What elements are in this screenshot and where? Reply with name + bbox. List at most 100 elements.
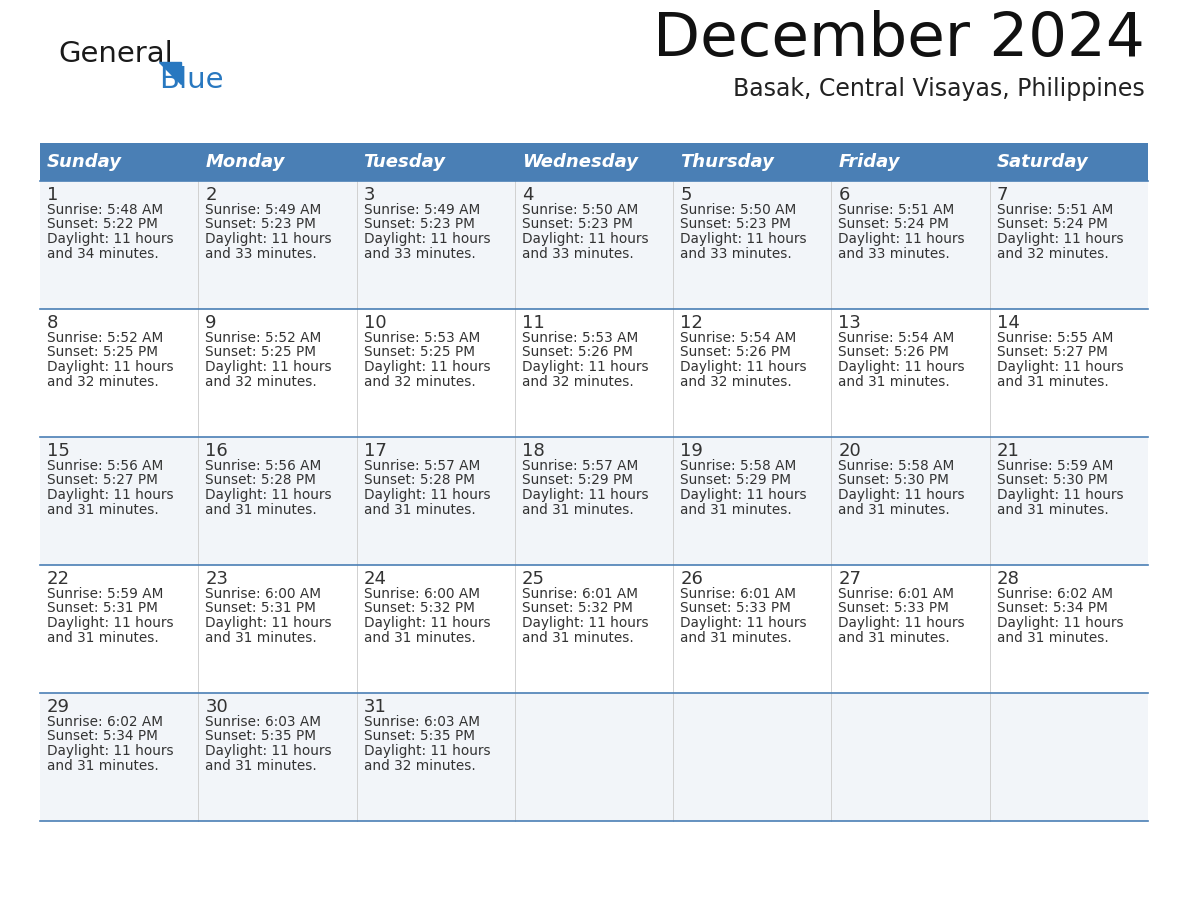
Text: 12: 12	[681, 314, 703, 332]
Text: and 31 minutes.: and 31 minutes.	[206, 631, 317, 644]
Text: and 32 minutes.: and 32 minutes.	[48, 375, 159, 388]
Text: and 31 minutes.: and 31 minutes.	[997, 502, 1108, 517]
Text: Sunrise: 5:52 AM: Sunrise: 5:52 AM	[206, 331, 322, 345]
Text: Daylight: 11 hours: Daylight: 11 hours	[997, 360, 1124, 374]
Text: Sunrise: 6:02 AM: Sunrise: 6:02 AM	[997, 587, 1113, 601]
Text: and 31 minutes.: and 31 minutes.	[839, 375, 950, 388]
Text: 21: 21	[997, 442, 1019, 460]
Text: Daylight: 11 hours: Daylight: 11 hours	[364, 616, 491, 630]
Text: and 31 minutes.: and 31 minutes.	[364, 502, 475, 517]
Text: General: General	[58, 40, 172, 68]
Text: Sunrise: 6:03 AM: Sunrise: 6:03 AM	[206, 715, 321, 729]
Text: Sunset: 5:23 PM: Sunset: 5:23 PM	[206, 218, 316, 231]
Text: Sunrise: 6:01 AM: Sunrise: 6:01 AM	[839, 587, 954, 601]
Text: Daylight: 11 hours: Daylight: 11 hours	[681, 232, 807, 246]
Text: 9: 9	[206, 314, 216, 332]
Text: and 33 minutes.: and 33 minutes.	[681, 247, 792, 261]
Text: Sunset: 5:27 PM: Sunset: 5:27 PM	[997, 345, 1107, 360]
Text: Sunset: 5:26 PM: Sunset: 5:26 PM	[681, 345, 791, 360]
Text: Sunset: 5:27 PM: Sunset: 5:27 PM	[48, 474, 158, 487]
Text: Sunrise: 5:59 AM: Sunrise: 5:59 AM	[48, 587, 164, 601]
Text: Daylight: 11 hours: Daylight: 11 hours	[206, 360, 331, 374]
Text: Sunrise: 5:49 AM: Sunrise: 5:49 AM	[364, 203, 480, 217]
Text: Daylight: 11 hours: Daylight: 11 hours	[206, 744, 331, 758]
Text: 8: 8	[48, 314, 58, 332]
Text: Sunrise: 5:48 AM: Sunrise: 5:48 AM	[48, 203, 163, 217]
Text: and 31 minutes.: and 31 minutes.	[206, 758, 317, 773]
Text: and 32 minutes.: and 32 minutes.	[997, 247, 1108, 261]
Text: Daylight: 11 hours: Daylight: 11 hours	[522, 616, 649, 630]
Text: Sunday: Sunday	[48, 153, 122, 171]
Text: Sunset: 5:32 PM: Sunset: 5:32 PM	[522, 601, 633, 615]
Text: Sunrise: 5:51 AM: Sunrise: 5:51 AM	[839, 203, 955, 217]
Text: Sunrise: 5:57 AM: Sunrise: 5:57 AM	[522, 459, 638, 473]
Text: 6: 6	[839, 186, 849, 204]
Text: and 32 minutes.: and 32 minutes.	[206, 375, 317, 388]
Text: 28: 28	[997, 570, 1019, 588]
Text: Sunrise: 5:50 AM: Sunrise: 5:50 AM	[681, 203, 796, 217]
Text: Daylight: 11 hours: Daylight: 11 hours	[839, 616, 965, 630]
Text: Daylight: 11 hours: Daylight: 11 hours	[206, 488, 331, 502]
Text: Daylight: 11 hours: Daylight: 11 hours	[681, 488, 807, 502]
Polygon shape	[159, 62, 181, 84]
Text: Sunrise: 5:58 AM: Sunrise: 5:58 AM	[681, 459, 796, 473]
Text: and 31 minutes.: and 31 minutes.	[48, 631, 159, 644]
Text: Sunset: 5:33 PM: Sunset: 5:33 PM	[681, 601, 791, 615]
Text: Sunrise: 5:54 AM: Sunrise: 5:54 AM	[839, 331, 955, 345]
Text: Sunrise: 6:00 AM: Sunrise: 6:00 AM	[206, 587, 321, 601]
Text: and 31 minutes.: and 31 minutes.	[364, 631, 475, 644]
Text: Blue: Blue	[159, 66, 223, 94]
Text: 4: 4	[522, 186, 533, 204]
Text: Sunrise: 6:01 AM: Sunrise: 6:01 AM	[522, 587, 638, 601]
Text: 25: 25	[522, 570, 545, 588]
Text: Daylight: 11 hours: Daylight: 11 hours	[206, 232, 331, 246]
Text: and 31 minutes.: and 31 minutes.	[997, 631, 1108, 644]
Text: Sunset: 5:25 PM: Sunset: 5:25 PM	[364, 345, 474, 360]
Bar	[40, 437, 1148, 565]
Text: Sunset: 5:26 PM: Sunset: 5:26 PM	[522, 345, 633, 360]
Text: Sunset: 5:25 PM: Sunset: 5:25 PM	[48, 345, 158, 360]
Text: Sunrise: 6:03 AM: Sunrise: 6:03 AM	[364, 715, 480, 729]
Text: Daylight: 11 hours: Daylight: 11 hours	[48, 360, 173, 374]
Text: and 31 minutes.: and 31 minutes.	[839, 631, 950, 644]
Text: and 33 minutes.: and 33 minutes.	[839, 247, 950, 261]
Text: Sunset: 5:30 PM: Sunset: 5:30 PM	[997, 474, 1107, 487]
Text: Daylight: 11 hours: Daylight: 11 hours	[681, 360, 807, 374]
Text: Sunrise: 5:56 AM: Sunrise: 5:56 AM	[48, 459, 163, 473]
Text: Sunset: 5:24 PM: Sunset: 5:24 PM	[997, 218, 1107, 231]
Text: Daylight: 11 hours: Daylight: 11 hours	[48, 488, 173, 502]
Text: 16: 16	[206, 442, 228, 460]
Text: and 31 minutes.: and 31 minutes.	[206, 502, 317, 517]
Text: Sunrise: 5:53 AM: Sunrise: 5:53 AM	[364, 331, 480, 345]
Text: Daylight: 11 hours: Daylight: 11 hours	[206, 616, 331, 630]
Text: 17: 17	[364, 442, 386, 460]
Text: Daylight: 11 hours: Daylight: 11 hours	[839, 232, 965, 246]
Text: Daylight: 11 hours: Daylight: 11 hours	[48, 616, 173, 630]
Text: Sunset: 5:29 PM: Sunset: 5:29 PM	[522, 474, 633, 487]
Text: Sunrise: 5:52 AM: Sunrise: 5:52 AM	[48, 331, 163, 345]
Text: and 33 minutes.: and 33 minutes.	[206, 247, 317, 261]
Text: Monday: Monday	[206, 153, 285, 171]
Text: 18: 18	[522, 442, 544, 460]
Text: Sunrise: 5:57 AM: Sunrise: 5:57 AM	[364, 459, 480, 473]
Text: 23: 23	[206, 570, 228, 588]
Text: Saturday: Saturday	[997, 153, 1088, 171]
Text: and 32 minutes.: and 32 minutes.	[364, 758, 475, 773]
Text: Sunset: 5:35 PM: Sunset: 5:35 PM	[206, 730, 316, 744]
Text: Daylight: 11 hours: Daylight: 11 hours	[522, 488, 649, 502]
Text: Daylight: 11 hours: Daylight: 11 hours	[364, 360, 491, 374]
Text: Daylight: 11 hours: Daylight: 11 hours	[997, 488, 1124, 502]
Text: Tuesday: Tuesday	[364, 153, 446, 171]
Text: Daylight: 11 hours: Daylight: 11 hours	[48, 232, 173, 246]
Text: and 33 minutes.: and 33 minutes.	[364, 247, 475, 261]
Text: Daylight: 11 hours: Daylight: 11 hours	[681, 616, 807, 630]
Text: Sunrise: 6:02 AM: Sunrise: 6:02 AM	[48, 715, 163, 729]
Text: Daylight: 11 hours: Daylight: 11 hours	[364, 488, 491, 502]
Text: Daylight: 11 hours: Daylight: 11 hours	[522, 232, 649, 246]
Text: Sunset: 5:23 PM: Sunset: 5:23 PM	[522, 218, 633, 231]
Text: 24: 24	[364, 570, 386, 588]
Text: Wednesday: Wednesday	[522, 153, 638, 171]
Text: Sunrise: 5:53 AM: Sunrise: 5:53 AM	[522, 331, 638, 345]
Text: and 31 minutes.: and 31 minutes.	[522, 502, 633, 517]
Text: Daylight: 11 hours: Daylight: 11 hours	[522, 360, 649, 374]
